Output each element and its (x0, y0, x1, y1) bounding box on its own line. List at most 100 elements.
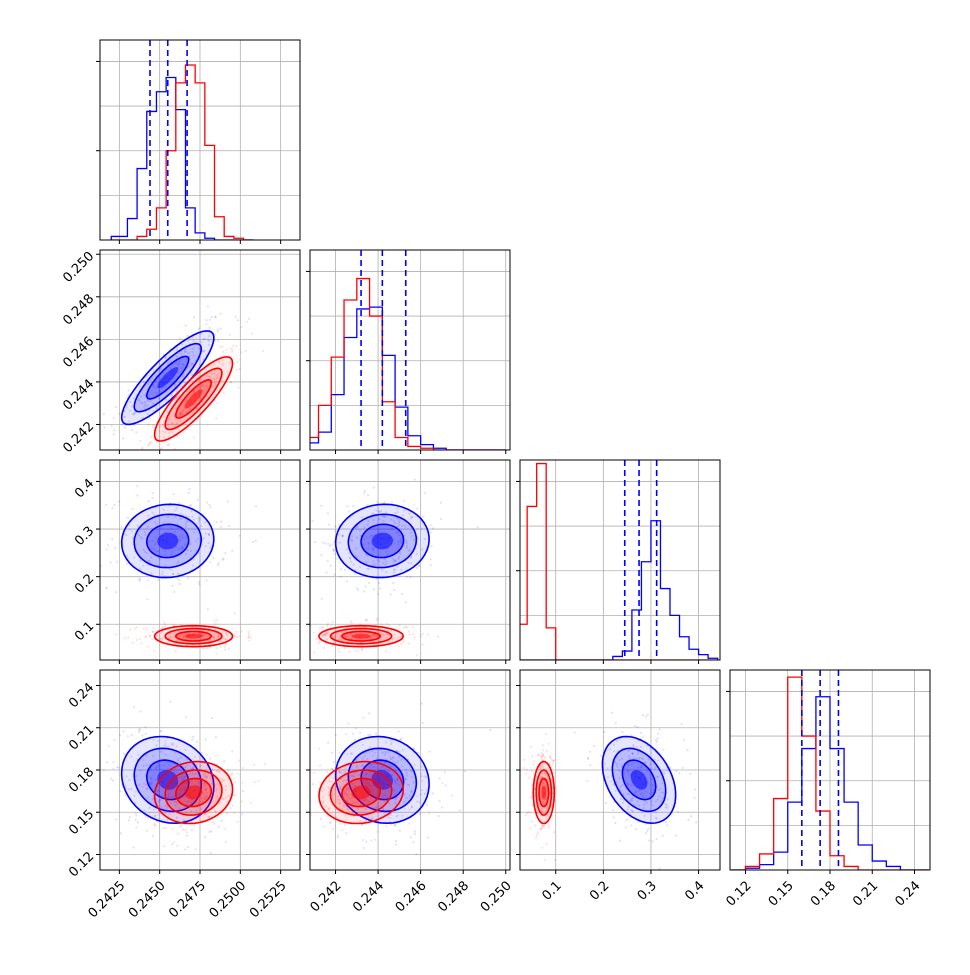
scatter-point (371, 784, 374, 787)
scatter-point (173, 398, 177, 402)
scatter-point (631, 752, 634, 756)
scatter-point (347, 797, 350, 800)
scatter-point (152, 460, 154, 462)
scatter-point (363, 754, 366, 758)
scatter-point (404, 525, 407, 528)
scatter-point (208, 800, 211, 803)
scatter-point (384, 798, 387, 801)
scatter-point (622, 792, 625, 796)
scatter-point (211, 768, 214, 772)
scatter-point (639, 745, 642, 748)
scatter-point (379, 587, 382, 590)
scatter-point (222, 391, 225, 394)
scatter-point (343, 790, 346, 793)
scatter-point (181, 795, 184, 798)
scatter-point (321, 626, 325, 629)
scatter-point (338, 523, 341, 526)
scatter-point (359, 820, 362, 823)
scatter-point (397, 636, 400, 639)
scatter-point (380, 623, 383, 626)
scatter-point (381, 751, 384, 754)
scatter-point (605, 801, 608, 805)
scatter-point (292, 804, 294, 806)
scatter-point (176, 522, 179, 526)
scatter-point (420, 527, 423, 530)
scatter-point (221, 797, 224, 800)
scatter-point (180, 809, 183, 812)
scatter-point (360, 803, 364, 806)
scatter-point (171, 743, 174, 746)
scatter-point (187, 782, 190, 786)
scatter-point (198, 583, 201, 586)
scatter-point (174, 407, 178, 411)
scatter-point (401, 749, 404, 752)
scatter-point (375, 778, 379, 781)
scatter-point (204, 545, 207, 548)
scatter-point (320, 553, 323, 557)
scatter-point (317, 641, 320, 645)
scatter-point (185, 410, 188, 414)
scatter-point (394, 511, 397, 515)
scatter-point (105, 548, 108, 551)
scatter-point (533, 760, 536, 763)
scatter-point (221, 812, 224, 815)
scatter-point (125, 775, 128, 778)
scatter-point (311, 783, 315, 786)
scatter-point (176, 428, 179, 431)
scatter-point (354, 727, 357, 730)
scatter-point (210, 776, 213, 779)
scatter-point (140, 452, 142, 454)
scatter-point (327, 741, 330, 744)
scatter-point (616, 765, 619, 768)
scatter-point (192, 389, 196, 392)
scatter-point (413, 750, 416, 754)
scatter-point (647, 827, 650, 830)
scatter-point (197, 347, 201, 350)
scatter-point (208, 375, 211, 379)
scatter-point (174, 768, 177, 771)
scatter-point (654, 811, 657, 814)
scatter-point (172, 572, 175, 576)
scatter-point (616, 749, 619, 753)
scatter-point (357, 649, 360, 652)
y-tick-label: 0.244 (60, 377, 97, 414)
scatter-point (325, 630, 328, 634)
scatter-point (327, 523, 331, 526)
scatter-point (201, 758, 204, 761)
scatter-point (352, 775, 355, 778)
scatter-point (180, 546, 184, 549)
scatter-point (191, 767, 194, 770)
scatter-point (350, 632, 353, 635)
scatter-point (150, 783, 153, 786)
scatter-point (192, 518, 195, 521)
scatter-point (191, 758, 194, 761)
scatter-point (346, 635, 349, 638)
scatter-point (384, 767, 387, 770)
scatter-point (190, 371, 193, 374)
scatter-point (399, 537, 402, 540)
scatter-point (145, 829, 148, 832)
scatter-point (165, 807, 168, 810)
scatter-point (407, 642, 410, 645)
scatter-point (155, 634, 158, 637)
scatter-point (644, 715, 647, 718)
scatter-point (637, 758, 640, 761)
scatter-point (191, 626, 194, 629)
scatter-point (247, 630, 250, 634)
scatter-point (348, 770, 351, 773)
scatter-point (191, 766, 195, 769)
scatter-point (540, 751, 543, 754)
scatter-point (227, 795, 230, 798)
scatter-point (444, 784, 447, 787)
scatter-point (169, 455, 171, 457)
scatter-point (133, 627, 137, 630)
scatter-point (178, 807, 181, 810)
scatter-point (350, 560, 353, 563)
scatter-point (184, 523, 187, 526)
scatter-point (359, 771, 362, 774)
scatter-point (390, 758, 393, 761)
scatter-point (211, 385, 214, 388)
scatter-point (221, 362, 224, 365)
scatter-point (372, 512, 375, 515)
scatter-point (213, 393, 217, 397)
